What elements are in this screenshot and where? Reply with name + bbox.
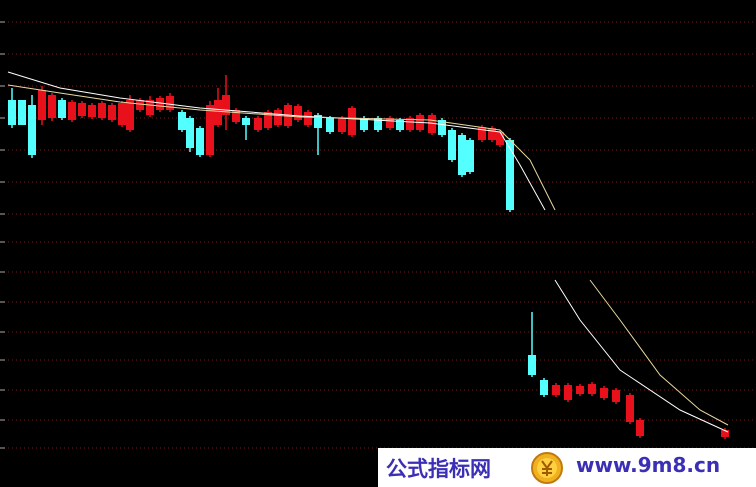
candle-body — [196, 128, 204, 155]
watermark: 公式指标网 www.9m8.cn — [378, 448, 756, 487]
candle-body — [488, 128, 496, 140]
candle-body — [406, 118, 414, 130]
candle-body — [636, 420, 644, 436]
candle-body — [294, 106, 302, 120]
candle-body — [28, 105, 36, 155]
candle-body — [612, 390, 620, 402]
coin-icon — [531, 452, 563, 484]
candle-body — [146, 100, 154, 115]
candle-body — [88, 105, 96, 117]
moving-average — [7, 84, 729, 426]
candle-body — [178, 112, 186, 130]
candle-body — [540, 380, 548, 395]
candle-body — [8, 100, 16, 125]
candle-body — [360, 118, 368, 130]
candle-body — [18, 100, 26, 125]
candle-body — [466, 140, 474, 172]
candle-body — [626, 395, 634, 422]
candle-body — [552, 385, 560, 395]
candle-body — [428, 115, 436, 133]
site-url: www.9m8.cn — [576, 453, 721, 477]
candle-body — [314, 115, 322, 128]
candle-body — [496, 132, 504, 145]
candle-body — [58, 100, 66, 118]
candle-body — [232, 110, 240, 122]
candle-body — [254, 118, 262, 130]
candle-body — [396, 120, 404, 130]
candle-body — [564, 385, 572, 400]
candle-body — [166, 96, 174, 110]
candle-body — [448, 130, 456, 160]
candle-body — [214, 100, 222, 125]
candle-body — [386, 118, 394, 128]
candle-body — [304, 112, 312, 125]
candle-body — [118, 103, 126, 125]
candle-body — [458, 135, 466, 175]
candle-body — [326, 118, 334, 132]
candle-body — [136, 100, 144, 110]
candle-body — [274, 110, 282, 125]
candle-body — [374, 118, 382, 130]
candle-body — [721, 430, 729, 437]
candle-body — [242, 118, 250, 125]
candle-body — [108, 105, 116, 120]
candle-body — [338, 118, 346, 132]
candle-body — [68, 102, 76, 120]
candle-body — [478, 127, 486, 140]
candle-body — [264, 112, 272, 128]
candle-body — [206, 105, 214, 155]
candle-body — [506, 140, 514, 210]
candle-body — [126, 100, 134, 130]
candle-body — [38, 90, 46, 120]
candle-body — [438, 120, 446, 135]
candle-body — [222, 95, 230, 115]
candle-body — [98, 103, 106, 118]
moving-average — [7, 71, 729, 433]
candle-body — [48, 95, 56, 118]
candle-body — [576, 386, 584, 394]
candle-body — [528, 355, 536, 375]
candle-body — [588, 384, 596, 394]
candle-body — [186, 118, 194, 148]
candle-body — [600, 388, 608, 398]
candle-body — [348, 108, 356, 135]
site-name: 公式指标网 — [386, 457, 491, 481]
candle-body — [78, 103, 86, 116]
candle-body — [156, 98, 164, 110]
